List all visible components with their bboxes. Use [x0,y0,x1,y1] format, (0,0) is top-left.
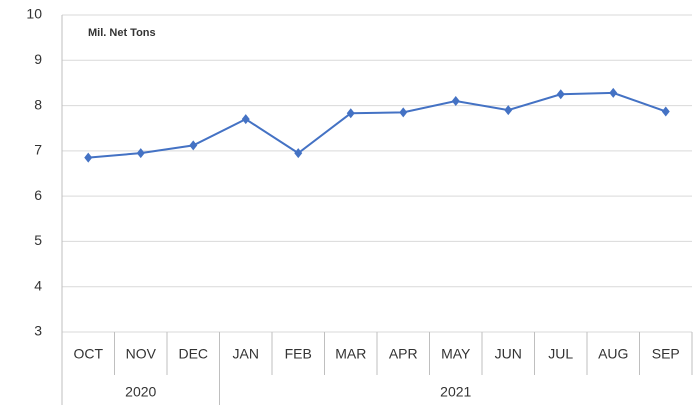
marker [609,87,618,98]
marker [136,148,145,159]
x-tick-label: AUG [598,346,628,362]
y-tick-label: 6 [34,187,42,203]
marker [84,152,93,163]
y-tick-label: 3 [34,323,42,339]
marker [189,140,198,151]
y-tick-label: 10 [26,6,42,22]
x-tick-label: JUN [495,346,522,362]
group-label: 2021 [440,384,471,400]
x-tick-label: OCT [73,346,103,362]
x-tick-label: JUL [548,346,573,362]
marker [399,107,408,118]
y-tick-label: 4 [34,277,42,293]
x-tick-label: MAR [335,346,366,362]
marker [294,148,303,159]
y-tick-label: 5 [34,232,42,248]
marker [451,96,460,107]
marker [504,105,513,116]
marker [346,108,355,119]
annotation: Mil. Net Tons [88,27,156,39]
marker [241,114,250,125]
marker [661,106,670,117]
x-tick-label: DEC [178,346,208,362]
x-tick-label: NOV [126,346,157,362]
line [88,91,667,159]
y-tick-label: 9 [34,51,42,67]
x-tick-label: SEP [652,346,680,362]
x-tick-label: FEB [285,346,312,362]
y-tick-label: 7 [34,142,42,158]
group-label: 2020 [125,384,156,400]
x-tick-label: MAY [441,346,471,362]
marker [556,89,565,100]
y-tick-label: 8 [34,96,42,112]
x-tick-label: JAN [233,346,259,362]
x-tick-label: APR [389,346,418,362]
